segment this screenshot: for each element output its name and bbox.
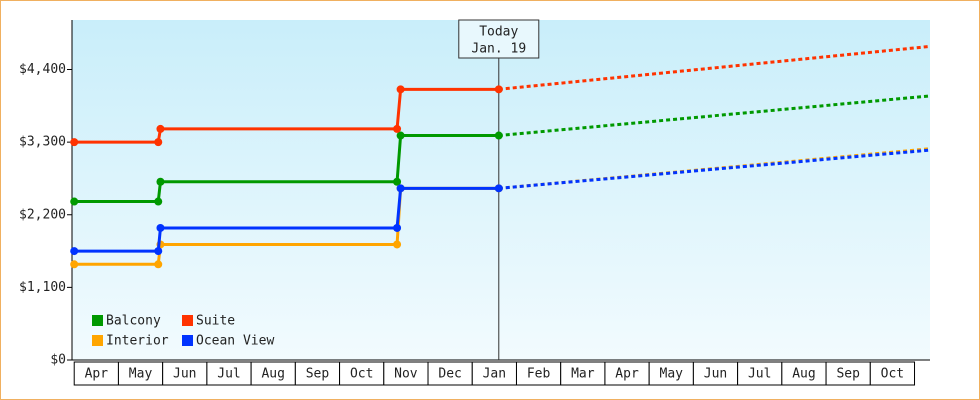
x-tick-label: Mar <box>571 367 595 382</box>
series-line <box>74 186 499 253</box>
point <box>154 260 163 269</box>
point <box>154 247 163 256</box>
x-tick-label: Sep <box>836 367 860 382</box>
x-tick-label: Sep <box>306 367 330 382</box>
point <box>70 138 79 147</box>
point <box>154 197 163 206</box>
point <box>396 184 405 193</box>
point <box>396 131 405 140</box>
y-tick-label: $0 <box>50 353 66 368</box>
point <box>396 85 405 94</box>
series-forecast <box>498 94 931 138</box>
legend-swatch <box>92 335 103 346</box>
legend-swatch <box>92 315 103 326</box>
series-forecast <box>498 44 931 91</box>
month-cell <box>869 361 916 386</box>
today-box <box>458 19 540 59</box>
x-tick-label: Nov <box>394 367 418 382</box>
legend-swatch <box>182 315 193 326</box>
point <box>494 131 503 140</box>
x-tick-label: Apr <box>615 367 639 382</box>
x-tick-label: Jul <box>217 367 240 382</box>
today-date: Jan. 19 <box>471 42 526 57</box>
point <box>494 184 503 193</box>
y-tick-label: $1,100 <box>19 280 66 295</box>
legend-label: Ocean View <box>196 334 274 349</box>
legend-label: Balcony <box>106 314 161 329</box>
point <box>70 260 79 269</box>
series-line <box>74 87 499 144</box>
series-line <box>74 134 499 204</box>
x-tick-label: Oct <box>881 367 904 382</box>
series-forecast <box>498 148 931 190</box>
point <box>494 85 503 94</box>
point <box>156 223 165 232</box>
x-tick-label: Jul <box>748 367 771 382</box>
y-tick-label: $4,400 <box>19 62 66 77</box>
point <box>393 223 402 232</box>
point <box>154 138 163 147</box>
x-tick-label: Feb <box>527 367 551 382</box>
x-tick-label: Jan <box>483 367 506 382</box>
x-tick-label: Aug <box>261 367 284 382</box>
point <box>70 197 79 206</box>
point <box>393 240 402 249</box>
x-tick-label: May <box>129 367 153 382</box>
x-tick-label: Jun <box>704 367 727 382</box>
x-tick-label: Oct <box>350 367 373 382</box>
point <box>393 177 402 186</box>
point <box>70 247 79 256</box>
point <box>393 124 402 133</box>
x-tick-label: Dec <box>438 367 461 382</box>
legend-swatch <box>182 335 193 346</box>
x-tick-label: Jun <box>173 367 196 382</box>
x-tick-label: May <box>660 367 684 382</box>
x-tick-label: Aug <box>792 367 815 382</box>
point <box>156 177 165 186</box>
x-tick-label: Apr <box>85 367 109 382</box>
legend-label: Interior <box>106 334 169 349</box>
point <box>156 124 165 133</box>
legend-label: Suite <box>196 314 235 329</box>
y-tick-label: $3,300 <box>19 135 66 150</box>
y-tick-label: $2,200 <box>19 207 66 222</box>
today-label: Today <box>479 25 518 40</box>
